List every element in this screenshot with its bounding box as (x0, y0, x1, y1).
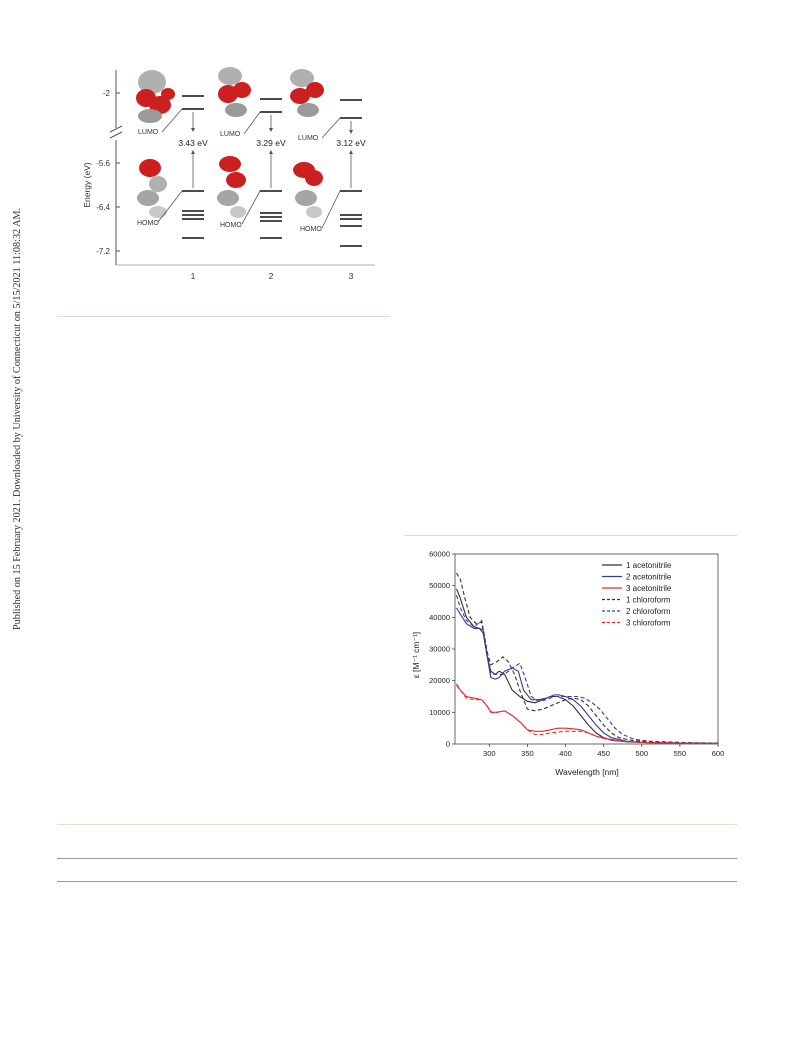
lumo-orbital-image (290, 69, 324, 117)
homo-orbital-image (217, 156, 246, 218)
x-tick-label: 550 (674, 749, 687, 758)
lumo-label: LUMO (138, 129, 159, 136)
homo-label: HOMO (300, 226, 322, 233)
molecule-3-orbitals: LUMO HOMO 3.12 eV 3 (290, 69, 366, 281)
homo-orbital-image (293, 162, 323, 218)
legend-label: 3 acetonitrile (626, 584, 672, 593)
gap-label: 3.43 eV (178, 138, 208, 148)
table-rule (57, 881, 737, 882)
y-tick-label: 30000 (429, 645, 450, 654)
legend-label: 1 acetonitrile (626, 561, 672, 570)
gap-label: 3.29 eV (256, 138, 286, 148)
homo-label: HOMO (220, 222, 242, 229)
ytick-label: -2 (103, 89, 111, 98)
figure-separator-rule (57, 824, 737, 825)
molecule-2-orbitals: LUMO HOMO 3.29 eV 2 (217, 67, 286, 281)
legend-label: 1 chloroform (626, 596, 671, 605)
plot-frame (454, 553, 719, 745)
column-label: 1 (191, 271, 196, 281)
legend-label: 3 chloroform (626, 619, 671, 628)
y-tick-label: 60000 (429, 550, 450, 559)
ytick-label: -5.6 (96, 159, 110, 168)
y-axis-label: ε [M⁻¹ cm⁻¹] (411, 632, 421, 678)
ytick-label: -6.4 (96, 203, 110, 212)
x-axis-label: Wavelength [nm] (555, 767, 618, 777)
x-tick-label: 600 (712, 749, 725, 758)
homo-label: HOMO (137, 220, 159, 227)
figure-separator-rule (57, 316, 390, 317)
x-tick-label: 350 (521, 749, 534, 758)
x-tick-label: 500 (636, 749, 649, 758)
sidebar-download-note: Published on 15 February 2021. Downloade… (12, 207, 23, 630)
figure-separator-rule (404, 535, 737, 536)
lumo-orbital-image (136, 70, 175, 123)
series-line-3-chloroform (456, 685, 719, 744)
lumo-label: LUMO (220, 131, 241, 138)
homo-orbital-image (137, 159, 167, 218)
y-axis-label: Energy (eV) (82, 162, 92, 208)
series-line-1-chloroform (456, 572, 719, 744)
molecule-1-orbitals: LUMO HOMO 3.43 eV 1 (136, 70, 208, 281)
column-label: 3 (349, 271, 354, 281)
chart-axes: 300 350 400 450 500 550 600 0 10000 20000 30000 400… (429, 550, 724, 759)
series-line-2-chloroform (455, 595, 719, 744)
y-tick-label: 50000 (429, 581, 450, 590)
y-tick-label: 40000 (429, 613, 450, 622)
legend-label: 2 acetonitrile (626, 573, 672, 582)
y-tick-label: 10000 (429, 708, 450, 717)
y-tick-label: 20000 (429, 676, 450, 685)
energy-level-diagram: -2 -5.6 -6.4 -7.2 Energy (eV) LUMO HOMO (82, 67, 375, 281)
gap-label: 3.12 eV (336, 138, 366, 148)
lumo-orbital-image (218, 67, 251, 117)
chart-series-group (455, 572, 719, 744)
x-tick-label: 450 (597, 749, 610, 758)
table-rule (57, 858, 737, 859)
absorption-spectra-chart: 300 350 400 450 500 550 600 0 10000 20000 30000 400… (411, 550, 724, 778)
x-tick-label: 400 (559, 749, 572, 758)
series-line-1-acetonitrile (455, 588, 719, 744)
y-tick-label: 0 (446, 740, 450, 749)
legend-label: 2 chloroform (626, 607, 671, 616)
x-tick-label: 300 (483, 749, 496, 758)
lumo-label: LUMO (298, 135, 319, 142)
column-label: 2 (269, 271, 274, 281)
ytick-label: -7.2 (96, 247, 110, 256)
chart-legend: 1 acetonitrile 2 acetonitrile 3 acetonitri… (602, 561, 672, 628)
